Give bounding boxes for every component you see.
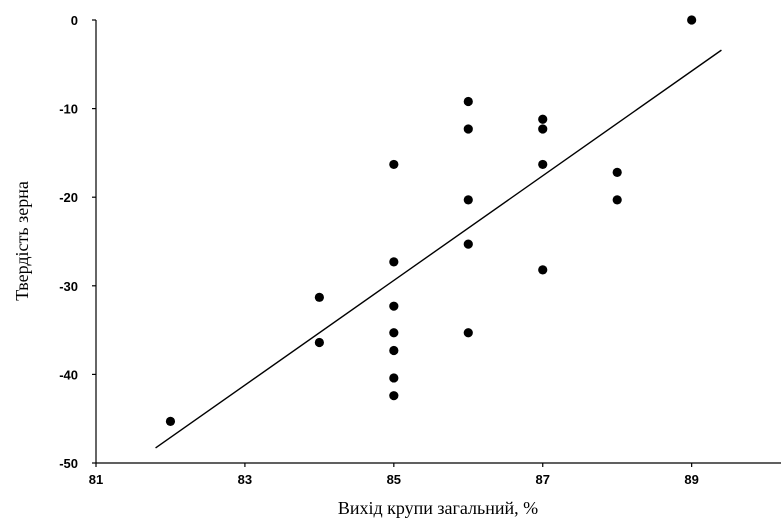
data-point xyxy=(463,124,473,134)
data-point xyxy=(538,114,548,124)
data-point xyxy=(165,416,176,426)
data-point xyxy=(314,292,324,302)
x-tick-label: 85 xyxy=(387,472,401,487)
x-ticks: 81 83 85 87 89 xyxy=(89,463,699,487)
data-point xyxy=(389,301,399,311)
data-point xyxy=(463,239,473,249)
y-tick-label: -10 xyxy=(59,102,78,117)
data-point xyxy=(463,328,473,338)
data-point xyxy=(463,96,473,107)
x-axis-title: Вихід крупи загальний, % xyxy=(338,498,538,518)
data-point xyxy=(389,257,399,267)
x-tick-label: 89 xyxy=(684,472,698,487)
data-points xyxy=(165,15,697,426)
data-point xyxy=(389,373,399,383)
data-point xyxy=(389,159,399,170)
data-point xyxy=(538,124,548,134)
x-tick-label: 83 xyxy=(238,472,252,487)
y-ticks: 0 -10 -20 -30 -40 -50 xyxy=(59,13,96,471)
y-tick-label: -30 xyxy=(59,279,78,294)
trendline xyxy=(155,49,722,449)
x-tick-label: 87 xyxy=(536,472,550,487)
y-axis-title: Твердість зерна xyxy=(12,181,32,301)
data-point xyxy=(612,195,622,205)
y-tick-label: -50 xyxy=(59,456,78,471)
data-point xyxy=(463,195,473,205)
data-point xyxy=(314,337,324,348)
y-tick-label: -40 xyxy=(59,367,78,382)
data-point xyxy=(538,265,548,275)
axes xyxy=(95,20,781,464)
data-point xyxy=(538,159,548,170)
data-point xyxy=(612,167,622,177)
data-point xyxy=(389,391,399,401)
y-tick-label: 0 xyxy=(71,13,78,28)
data-point xyxy=(687,15,697,25)
x-tick-label: 81 xyxy=(89,472,103,487)
data-point xyxy=(389,345,399,356)
y-tick-label: -20 xyxy=(59,190,78,205)
data-point xyxy=(389,328,399,338)
